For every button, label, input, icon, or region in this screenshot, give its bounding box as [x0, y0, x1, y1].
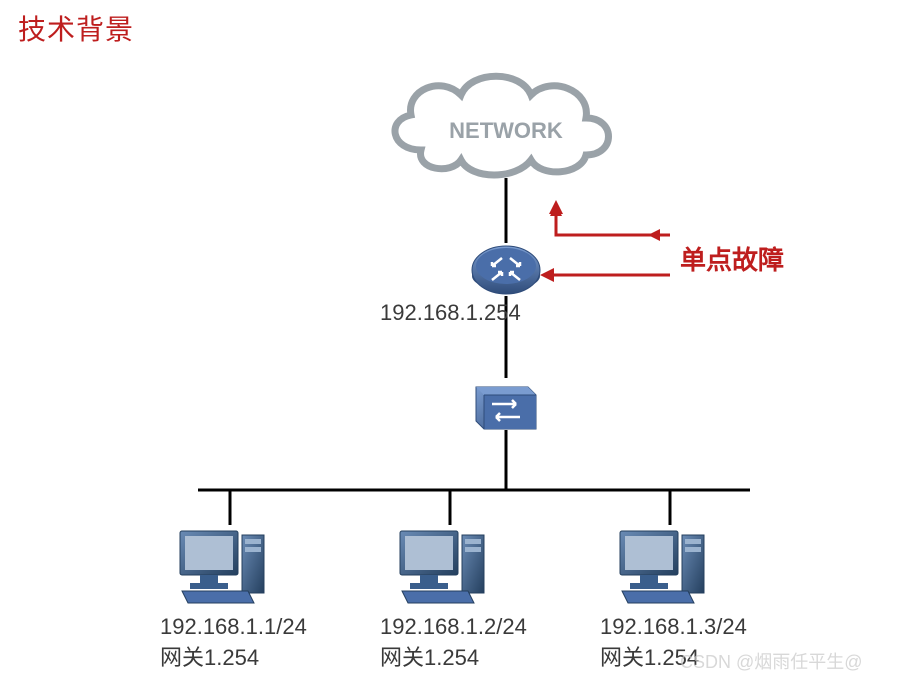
- pc-icon-1: [180, 531, 264, 603]
- network-diagram: NETWORK: [0, 0, 900, 686]
- pc-icon-2: [400, 531, 484, 603]
- pc3-ip: 192.168.1.3/24: [600, 614, 747, 640]
- pc1-ip: 192.168.1.1/24: [160, 614, 307, 640]
- pc1-gw: 网关1.254: [160, 640, 259, 672]
- router-icon: [472, 246, 540, 294]
- callout-arrow-lines: [540, 200, 670, 282]
- pc2-gw: 网关1.254: [380, 640, 479, 672]
- pc-icon-3: [620, 531, 704, 603]
- pc2-ip: 192.168.1.2/24: [380, 614, 527, 640]
- cloud-icon: NETWORK: [395, 76, 609, 175]
- cloud-label: NETWORK: [449, 118, 563, 143]
- switch-icon: [476, 387, 536, 429]
- router-ip-label: 192.168.1.254: [380, 300, 521, 326]
- watermark: CSDN @烟雨任平生@: [680, 648, 863, 674]
- callout-label: 单点故障: [680, 240, 784, 277]
